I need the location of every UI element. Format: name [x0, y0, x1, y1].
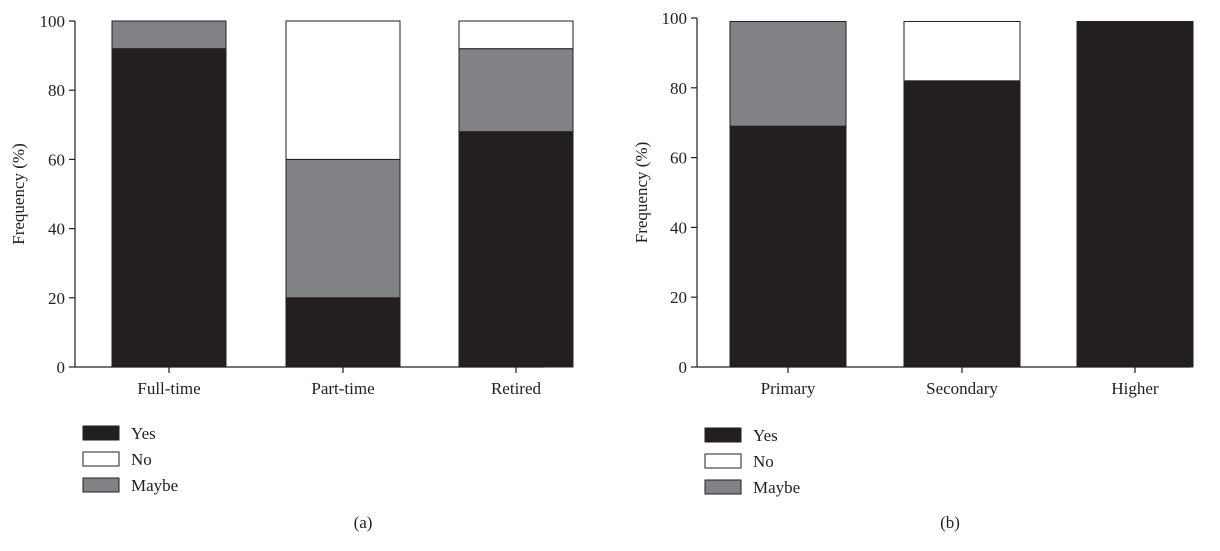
legend-swatch-maybe: [82, 477, 120, 493]
bar-full-time-yes: [111, 48, 227, 368]
legend: Yes No Maybe: [82, 424, 178, 495]
x-tick-label: Full-time: [137, 379, 200, 398]
legend-label-yes: Yes: [131, 424, 156, 443]
legend-swatch-maybe: [704, 479, 742, 495]
bar-full-time-maybe: [111, 20, 227, 50]
legend-label-maybe: Maybe: [753, 478, 800, 497]
x-tick-label: Higher: [1111, 379, 1159, 398]
legend-label-yes: Yes: [753, 426, 778, 445]
bar-primary-yes: [729, 125, 847, 368]
bar-retired-maybe: [458, 48, 574, 133]
legend-label-maybe: Maybe: [131, 476, 178, 495]
legend-swatch-yes: [704, 427, 742, 443]
chart-panel-a: 0 20 40 60 80 100 Full-time Part-time Retired Fre…: [9, 12, 574, 532]
x-tick-label: Retired: [491, 379, 542, 398]
chart-panel-b: 0 20 40 60 80 100 Primary Secondary Higher Freque…: [632, 9, 1194, 532]
x-tick-label: Primary: [761, 379, 816, 398]
y-axis-title: Frequency (%): [632, 142, 651, 244]
panel-label: (b): [940, 513, 960, 532]
legend-swatch-no: [82, 451, 120, 467]
bar-retired-no: [458, 20, 574, 50]
legend-swatch-yes: [82, 425, 120, 441]
legend-swatch-no: [704, 453, 742, 469]
y-tick-label: 60: [670, 149, 687, 168]
x-tick-label: Secondary: [926, 379, 998, 398]
bar-secondary-yes: [903, 80, 1021, 368]
x-tick-label: Part-time: [311, 379, 374, 398]
y-tick-label: 20: [48, 289, 65, 308]
y-tick-label: 60: [48, 150, 65, 169]
bar-retired-yes: [458, 131, 574, 368]
bar-part-time-no: [285, 20, 401, 160]
y-tick-label: 40: [670, 218, 687, 237]
y-tick-label: 80: [670, 79, 687, 98]
y-axis-title: Frequency (%): [9, 143, 28, 245]
y-tick-label: 100: [40, 12, 66, 31]
bar-part-time-maybe: [285, 158, 401, 299]
bar-higher-yes: [1076, 20, 1194, 368]
bar-primary-maybe: [729, 20, 847, 127]
legend-label-no: No: [753, 452, 774, 471]
y-tick-label: 40: [48, 220, 65, 239]
panel-label: (a): [354, 513, 373, 532]
y-tick-label: 20: [670, 288, 687, 307]
y-tick-label: 80: [48, 81, 65, 100]
legend: Yes No Maybe: [704, 426, 800, 497]
y-tick-label: 0: [679, 358, 688, 377]
bar-secondary-no: [903, 20, 1021, 82]
y-tick-label: 100: [662, 9, 688, 28]
bar-part-time-yes: [285, 297, 401, 368]
legend-label-no: No: [131, 450, 152, 469]
y-tick-label: 0: [57, 358, 66, 377]
